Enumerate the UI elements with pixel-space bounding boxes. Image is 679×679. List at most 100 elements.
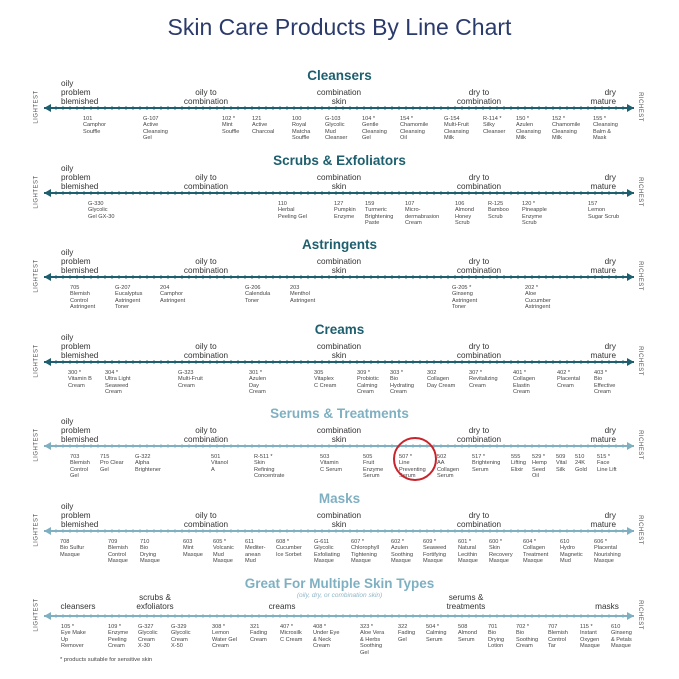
product-label: 715 Pro Clear Gel bbox=[100, 454, 124, 473]
spectrum-line bbox=[44, 442, 634, 450]
arrow-left-icon bbox=[44, 273, 51, 281]
skin-type-label: oily problem blemished bbox=[61, 248, 99, 275]
product-label: 321 Fading Cream bbox=[250, 624, 268, 643]
product-label: 517 * Brightening Serum bbox=[472, 454, 501, 473]
product-label: 603 Mint Masque bbox=[183, 539, 203, 558]
product-label: 501 Vitanol A bbox=[211, 454, 229, 473]
product-label: 604 * Collagen Treatment Masque bbox=[523, 539, 549, 565]
product-label: 610 Hydro Magnetic Mud bbox=[560, 539, 583, 565]
skin-type-label: combination skin bbox=[316, 88, 362, 106]
arrow-right-icon bbox=[627, 527, 634, 535]
category-label: serums & treatments bbox=[446, 593, 486, 611]
product-label: 709 Blemish Control Masque bbox=[108, 539, 128, 565]
skin-type-label: dry to combination bbox=[456, 88, 502, 106]
product-label: G-107 Active Cleansing Gel bbox=[143, 116, 168, 142]
product-label: 152 * Chamomile Cleansing Milk bbox=[552, 116, 581, 142]
category-label: scrubs & exfoliators bbox=[136, 593, 174, 611]
section-title: Cleansers bbox=[307, 68, 372, 83]
product-label: 104 * Gentle Cleansing Gel bbox=[362, 116, 387, 142]
product-label: R-125 Bamboo Scrub bbox=[488, 201, 509, 220]
skin-type-label: oily to combination bbox=[183, 511, 229, 529]
spectrum-line bbox=[44, 358, 634, 366]
skin-type-label: dry mature bbox=[590, 426, 616, 444]
skin-type-label: dry mature bbox=[590, 342, 616, 360]
spectrum-line bbox=[44, 189, 634, 197]
product-label: 105 * Eye Make Up Remover bbox=[61, 624, 86, 650]
section-title: Creams bbox=[314, 322, 365, 337]
skin-type-label: oily problem blemished bbox=[61, 502, 99, 529]
product-label: 120 * Pineapple Enzyme Scrub bbox=[522, 201, 547, 227]
arrow-left-icon bbox=[44, 442, 51, 450]
product-label: 708 Bio Sulfur Masque bbox=[60, 539, 85, 558]
product-label: 300 * Vitamin B Cream bbox=[68, 370, 92, 389]
section-title: Scrubs & Exfoliators bbox=[273, 153, 406, 168]
product-label: 203 Menthol Astringent bbox=[290, 285, 316, 304]
skin-type-label: dry mature bbox=[590, 511, 616, 529]
category-label: creams bbox=[268, 602, 296, 611]
skin-type-label: dry to combination bbox=[456, 257, 502, 275]
product-label: 608 * Cucumber Ice Sorbet bbox=[276, 539, 302, 558]
product-label: 301 * Azulen Day Cream bbox=[249, 370, 267, 396]
arrow-right-icon bbox=[627, 189, 634, 197]
product-label: 703 Blemish Control Gel bbox=[70, 454, 90, 480]
product-label: 155 * Cleansing Balm & Mask bbox=[593, 116, 618, 142]
skin-type-label: dry mature bbox=[590, 173, 616, 191]
product-label: 502 AA Collagen Serum bbox=[437, 454, 460, 480]
product-label: 303 * Bio Hydrating Cream bbox=[390, 370, 414, 396]
product-label: 302 Collagen Day Cream bbox=[427, 370, 456, 389]
product-label: 408 * Under Eye & Neck Cream bbox=[313, 624, 340, 650]
product-label: 159 Turmeric Brightening Paste bbox=[365, 201, 394, 227]
section-title: Great For Multiple Skin Types bbox=[244, 576, 435, 591]
arrow-left-icon bbox=[44, 612, 51, 620]
product-label: G-207 Eucalyptus Astringent Toner bbox=[115, 285, 143, 311]
section-title: Masks bbox=[318, 491, 361, 506]
product-label: 508 Almond Serum bbox=[458, 624, 477, 643]
product-label: G-103 Glycolic Mud Cleanser bbox=[325, 116, 348, 142]
product-label: 609 * Seaweed Fortifying Masque bbox=[423, 539, 447, 565]
product-label: 611 Mediter- anean Mud bbox=[245, 539, 266, 565]
product-label: 150 * Azulen Cleansing Milk bbox=[516, 116, 541, 142]
product-label: 304 * Ultra Light Seaweed Cream bbox=[105, 370, 131, 396]
product-label: 701 Bio Drying Lotion bbox=[488, 624, 505, 650]
arrow-left-icon bbox=[44, 189, 51, 197]
skin-type-label: dry mature bbox=[590, 257, 616, 275]
product-label: 606 * Placental Nourishing Masque bbox=[594, 539, 621, 565]
arrow-right-icon bbox=[627, 442, 634, 450]
product-label: 307 * Revitalizing Cream bbox=[469, 370, 498, 389]
product-label: 600 * Skin Recovery Masque bbox=[489, 539, 513, 565]
arrow-left-icon bbox=[44, 358, 51, 366]
footnote: * products suitable for sensitive skin bbox=[60, 657, 153, 663]
product-label: G-205 * Ginseng Astringent Toner bbox=[452, 285, 478, 311]
skin-type-label: oily problem blemished bbox=[61, 333, 99, 360]
product-label: 101 Camphor Souffle bbox=[83, 116, 107, 135]
skin-type-label: combination skin bbox=[316, 257, 362, 275]
product-label: 515 * Face Line Lift bbox=[597, 454, 617, 473]
skin-type-label: oily to combination bbox=[183, 173, 229, 191]
product-label: 702 * Bio Soothing Cream bbox=[516, 624, 539, 650]
product-label: 110 Herbal Peeling Gel bbox=[278, 201, 307, 220]
product-label: 605 * Volcanic Mud Masque bbox=[213, 539, 234, 565]
skin-type-label: oily to combination bbox=[183, 88, 229, 106]
arrow-right-icon bbox=[627, 612, 634, 620]
product-label: 503 Vitamin C Serum bbox=[320, 454, 343, 473]
product-label: R-511 * Skin Refining Concentrate bbox=[254, 454, 285, 480]
skin-type-label: dry to combination bbox=[456, 511, 502, 529]
product-label: 707 Blemish Control Tar bbox=[548, 624, 568, 650]
highlight-circle bbox=[393, 437, 437, 481]
product-label: 401 * Collagen Elastin Cream bbox=[513, 370, 536, 396]
product-label: 601 * Natural Lecithin Masque bbox=[458, 539, 478, 565]
product-label: 510 24K Gold bbox=[575, 454, 587, 473]
skin-type-label: dry to combination bbox=[456, 173, 502, 191]
product-label: G-322 Alpha Brightener bbox=[135, 454, 161, 473]
product-label: 154 * Chamomile Cleansing Oil bbox=[400, 116, 429, 142]
skin-type-label: oily problem blemished bbox=[61, 417, 99, 444]
category-label: masks bbox=[595, 602, 619, 611]
product-label: 323 * Aloe Vera & Herbs Soothing Gel bbox=[360, 624, 385, 656]
product-label: 107 Micro- dermabrasion Cream bbox=[405, 201, 440, 227]
product-label: 109 * Enzyme Peeling Cream bbox=[108, 624, 129, 650]
skin-type-label: dry mature bbox=[590, 88, 616, 106]
product-label: G-206 Calendula Toner bbox=[245, 285, 271, 304]
product-label: 602 * Azulen Soothing Masque bbox=[391, 539, 414, 565]
product-label: G-330 Glycolic Gel GX-30 bbox=[88, 201, 115, 220]
skin-type-label: combination skin bbox=[316, 511, 362, 529]
